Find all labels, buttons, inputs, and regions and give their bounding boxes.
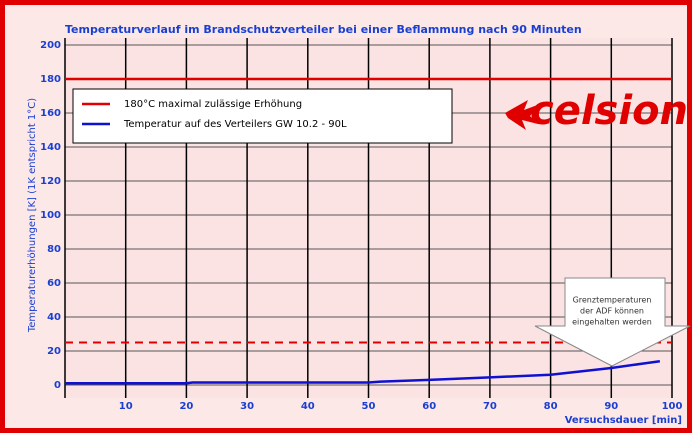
y-tick-label: 0 — [54, 380, 61, 391]
y-tick-label: 120 — [40, 176, 61, 187]
legend-label: Temperatur auf des Verteilers GW 10.2 - … — [123, 119, 347, 130]
legend-label: 180°C maximal zulässige Erhöhung — [124, 99, 302, 110]
x-tick-label: 30 — [240, 401, 254, 412]
y-tick-label: 80 — [47, 244, 61, 255]
x-tick-label: 20 — [179, 401, 193, 412]
legend — [72, 88, 453, 144]
y-tick-label: 180 — [40, 74, 61, 85]
y-tick-label: 20 — [47, 346, 61, 357]
x-tick-label: 70 — [483, 401, 497, 412]
y-tick-label: 200 — [40, 40, 61, 51]
series-line — [65, 359, 661, 385]
logo: celsion — [530, 88, 688, 134]
annotation: Grenztemperaturen der ADF können eingehalt… — [572, 296, 652, 327]
y-tick-label: 100 — [40, 210, 61, 221]
annotation-text: der ADF können — [580, 307, 644, 316]
y-tick-label: 140 — [40, 142, 61, 153]
x-axis-label: Versuchsdauer [min] — [565, 415, 682, 426]
y-tick-label: 40 — [47, 312, 61, 323]
y-tick-label: 160 — [40, 108, 61, 119]
annotation-text: eingehalten werden — [572, 318, 652, 327]
annotation-arrow — [534, 277, 691, 367]
chart-title: Temperaturverlauf im Brandschutzverteile… — [65, 23, 582, 36]
x-tick-label: 80 — [544, 401, 558, 412]
logo-flame — [505, 100, 540, 130]
y-axis-label: Temperaturerhöhungen [K] (1K entspricht … — [27, 98, 38, 333]
y-tick-label: 60 — [47, 278, 61, 289]
x-tick-label: 10 — [119, 401, 133, 412]
x-tick-label: 90 — [604, 401, 618, 412]
x-tick-label: 100 — [662, 401, 683, 412]
x-tick-label: 60 — [422, 401, 436, 412]
annotation-text: Grenztemperaturen — [573, 296, 652, 305]
x-tick-label: 50 — [362, 401, 376, 412]
x-tick-label: 40 — [301, 401, 315, 412]
